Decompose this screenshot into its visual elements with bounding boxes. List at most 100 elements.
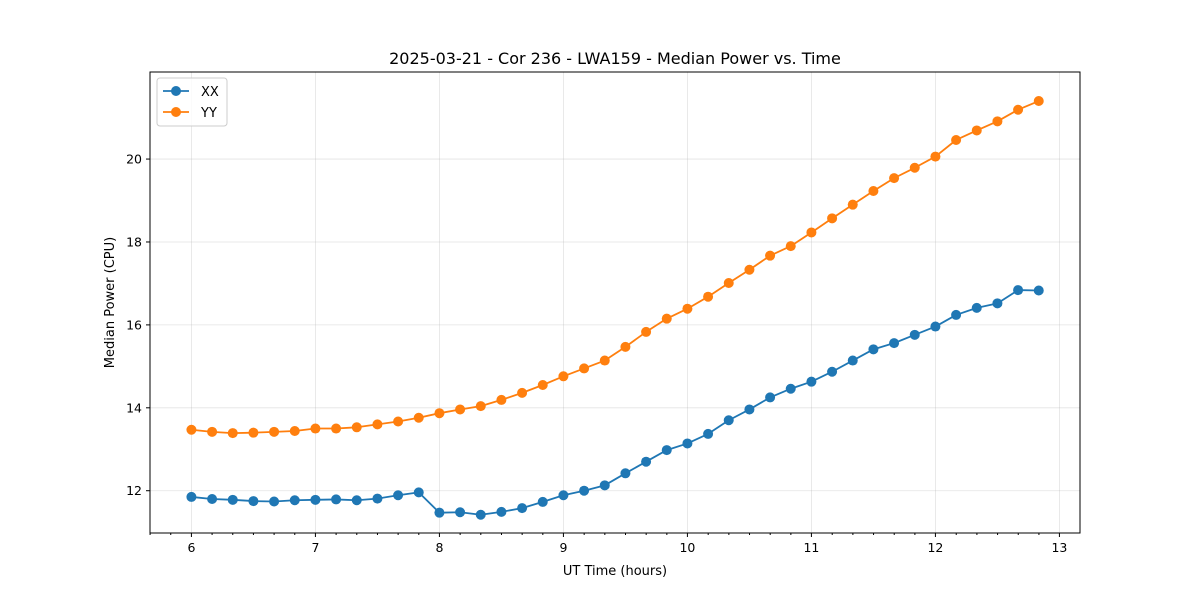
data-point-yy <box>744 264 755 275</box>
data-point-xx <box>331 494 342 505</box>
data-point-yy <box>558 371 569 382</box>
axis-ticks: 6 7 8 9 10 11 12 13 12 14 16 18 20 <box>126 152 1067 555</box>
data-point-yy <box>599 355 610 366</box>
data-point-xx <box>579 485 590 496</box>
data-point-yy <box>1013 104 1024 115</box>
data-point-yy <box>248 427 259 438</box>
data-point-yy <box>186 424 197 435</box>
data-point-xx <box>269 496 280 507</box>
data-point-yy <box>413 412 424 423</box>
data-point-xx <box>785 383 796 394</box>
data-point-yy <box>289 426 300 437</box>
x-tick-label: 11 <box>803 540 819 555</box>
data-point-xx <box>393 490 404 501</box>
data-point-yy <box>434 408 445 419</box>
data-point-xx <box>971 302 982 313</box>
data-point-xx <box>1013 285 1024 296</box>
data-point-yy <box>661 313 672 324</box>
x-tick-label: 12 <box>927 540 943 555</box>
data-point-xx <box>455 507 466 518</box>
legend-label-yy: YY <box>200 106 217 121</box>
data-point-yy <box>579 363 590 374</box>
data-point-xx <box>847 355 858 366</box>
data-point-yy <box>517 387 528 398</box>
data-point-xx <box>351 495 362 506</box>
data-point-yy <box>537 379 548 390</box>
y-tick-label: 18 <box>126 234 142 249</box>
data-point-yy <box>372 419 383 430</box>
data-point-xx <box>744 404 755 415</box>
data-point-xx <box>186 491 197 502</box>
data-point-xx <box>806 376 817 387</box>
data-point-yy <box>620 341 631 352</box>
series-layer <box>186 96 1044 520</box>
data-point-yy <box>1033 96 1044 107</box>
data-point-xx <box>703 428 714 439</box>
plot-frame <box>149 71 1081 534</box>
data-point-xx <box>661 445 672 456</box>
data-point-yy <box>723 278 734 289</box>
data-point-xx <box>517 503 528 514</box>
chart-title: 2025-03-21 - Cor 236 - LWA159 - Median P… <box>389 49 841 68</box>
data-point-yy <box>785 241 796 252</box>
data-point-xx <box>310 494 321 505</box>
data-point-xx <box>475 509 486 520</box>
data-point-xx <box>641 456 652 467</box>
data-point-yy <box>827 213 838 224</box>
data-point-xx <box>248 496 259 507</box>
data-point-xx <box>434 507 445 518</box>
legend-marker-xx <box>171 86 181 96</box>
y-axis-label: Median Power (CPU) <box>103 237 118 368</box>
data-point-xx <box>207 494 218 505</box>
data-point-xx <box>765 392 776 403</box>
data-point-xx <box>827 366 838 377</box>
x-tick-label: 13 <box>1051 540 1067 555</box>
data-point-xx <box>496 506 507 517</box>
x-tick-label: 9 <box>559 540 567 555</box>
data-point-yy <box>909 162 920 173</box>
data-point-yy <box>393 416 404 427</box>
data-point-xx <box>889 338 900 349</box>
data-point-yy <box>475 401 486 412</box>
data-point-xx <box>682 438 693 449</box>
x-tick-label: 7 <box>311 540 319 555</box>
data-point-yy <box>992 116 1003 127</box>
y-tick-label: 12 <box>126 483 142 498</box>
data-point-xx <box>868 344 879 355</box>
data-point-yy <box>207 426 218 437</box>
data-point-xx <box>723 415 734 426</box>
data-point-yy <box>951 134 962 145</box>
grid-lines <box>150 72 1080 533</box>
data-point-xx <box>930 321 941 332</box>
x-tick-label: 6 <box>187 540 195 555</box>
data-point-xx <box>909 329 920 340</box>
data-point-yy <box>269 426 280 437</box>
data-point-xx <box>558 490 569 501</box>
data-point-yy <box>496 394 507 405</box>
data-point-xx <box>372 493 383 504</box>
data-point-yy <box>227 428 238 439</box>
data-point-xx <box>599 480 610 491</box>
data-point-yy <box>351 422 362 433</box>
x-axis-label: UT Time (hours) <box>563 564 667 579</box>
data-point-yy <box>889 173 900 184</box>
y-tick-label: 14 <box>126 400 142 415</box>
data-point-yy <box>703 291 714 302</box>
data-point-yy <box>682 303 693 314</box>
x-tick-label: 10 <box>679 540 695 555</box>
data-point-xx <box>951 309 962 320</box>
data-point-xx <box>1033 285 1044 296</box>
data-point-yy <box>765 250 776 261</box>
data-point-yy <box>455 404 466 415</box>
data-point-xx <box>289 495 300 506</box>
data-point-yy <box>331 423 342 434</box>
y-tick-label: 16 <box>126 317 142 332</box>
data-point-xx <box>413 487 424 498</box>
data-point-yy <box>930 151 941 162</box>
data-point-yy <box>310 423 321 434</box>
x-tick-label: 8 <box>435 540 443 555</box>
data-point-yy <box>868 185 879 196</box>
data-point-xx <box>992 298 1003 309</box>
data-point-xx <box>227 494 238 505</box>
